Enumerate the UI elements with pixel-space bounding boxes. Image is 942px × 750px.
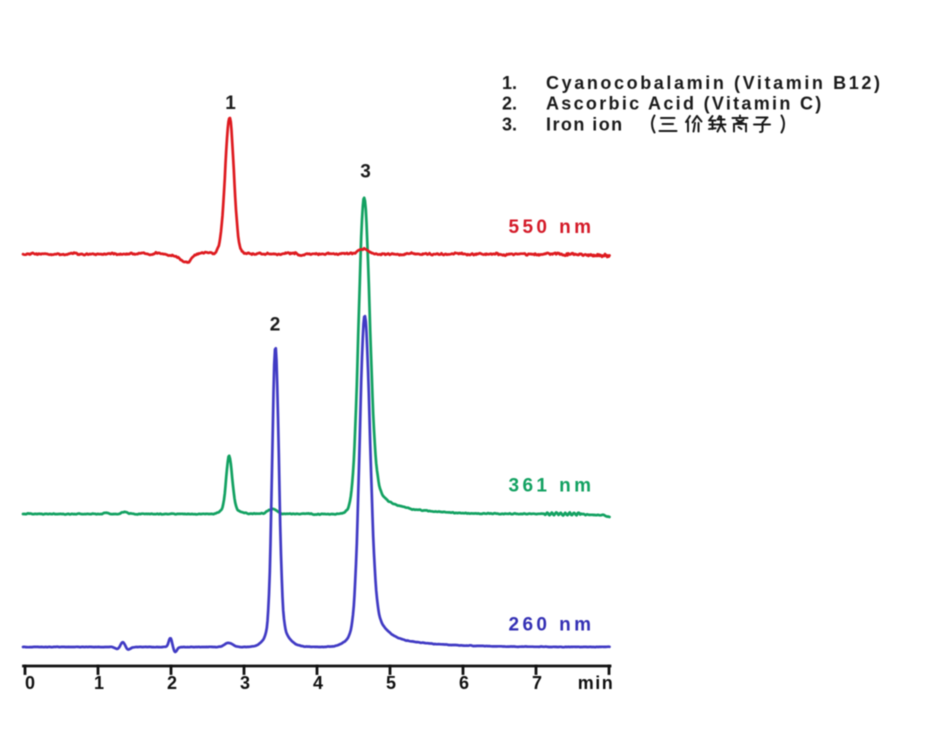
svg-text:260 nm: 260 nm — [509, 615, 595, 636]
svg-text:0: 0 — [25, 673, 35, 693]
svg-text:2: 2 — [270, 315, 281, 336]
svg-text:2: 2 — [167, 673, 177, 693]
svg-text:Ascorbic Acid (Vitamin C): Ascorbic Acid (Vitamin C) — [546, 94, 824, 114]
svg-text:3.: 3. — [502, 115, 517, 135]
svg-text:361 nm: 361 nm — [509, 476, 595, 497]
svg-text:6: 6 — [459, 673, 469, 693]
svg-text:7: 7 — [532, 673, 542, 693]
svg-text:3: 3 — [240, 673, 250, 693]
svg-text:1.: 1. — [502, 73, 517, 93]
svg-text:5: 5 — [386, 673, 396, 693]
svg-text:4: 4 — [313, 673, 323, 693]
svg-text:Iron ion: Iron ion — [546, 115, 624, 135]
svg-text:Cyanocobalamin (Vitamin B12): Cyanocobalamin (Vitamin B12) — [546, 73, 883, 93]
svg-text:1: 1 — [225, 93, 236, 114]
svg-text:min: min — [578, 673, 615, 693]
svg-text:3: 3 — [360, 162, 371, 183]
svg-text:2.: 2. — [502, 94, 517, 114]
svg-text:1: 1 — [94, 673, 104, 693]
svg-text:550 nm: 550 nm — [509, 217, 595, 238]
